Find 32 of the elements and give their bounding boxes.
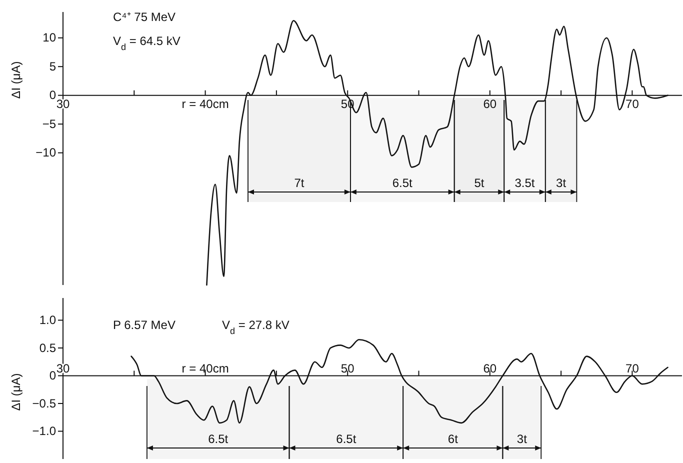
x-tick-label: 70 — [626, 362, 640, 376]
y-tick-label: 1.0 — [39, 313, 56, 328]
x-tick-label: 60 — [483, 96, 497, 111]
y-axis-title: ΔI (μA) — [9, 373, 23, 411]
y-axis-title: ΔI (μA) — [9, 61, 23, 99]
annotation: V$_{d}$ = 64.5 kV — [113, 34, 180, 52]
band-label: 7t — [294, 176, 305, 190]
x-tick-label: r = 40cm — [182, 96, 229, 111]
y-tick-label: 5 — [49, 59, 56, 74]
band-label: 5t — [474, 176, 485, 190]
band-label: 6.5t — [208, 432, 229, 446]
annotation: V$_{d}$ = 27.8 kV — [222, 318, 290, 336]
band-label: 3t — [556, 176, 567, 190]
y-tick-label: 0 — [49, 88, 56, 102]
y-tick-label: −0.5 — [32, 396, 56, 410]
y-tick-label: 0.5 — [39, 340, 56, 355]
y-tick-label: −5 — [42, 116, 56, 131]
annotation: P 6.57 MeV — [113, 318, 176, 332]
x-tick-label: 60 — [483, 362, 497, 376]
band-label: 6t — [448, 432, 459, 446]
x-tick-label: 70 — [626, 96, 640, 111]
annotation: C⁴⁺ 75 MeV — [113, 10, 176, 24]
y-tick-label: −10 — [36, 146, 56, 160]
band-label: 3t — [516, 432, 528, 446]
x-tick-label: 50 — [340, 362, 355, 376]
y-tick-label: 10 — [42, 30, 56, 45]
band-label: 3.5t — [514, 176, 536, 190]
band-label: 6.5t — [336, 432, 357, 446]
y-tick-label: −1.0 — [32, 424, 56, 438]
y-tick-label: 0 — [49, 368, 56, 383]
x-tick-label: r = 40cm — [182, 362, 229, 376]
band-label: 6.5t — [392, 176, 414, 190]
